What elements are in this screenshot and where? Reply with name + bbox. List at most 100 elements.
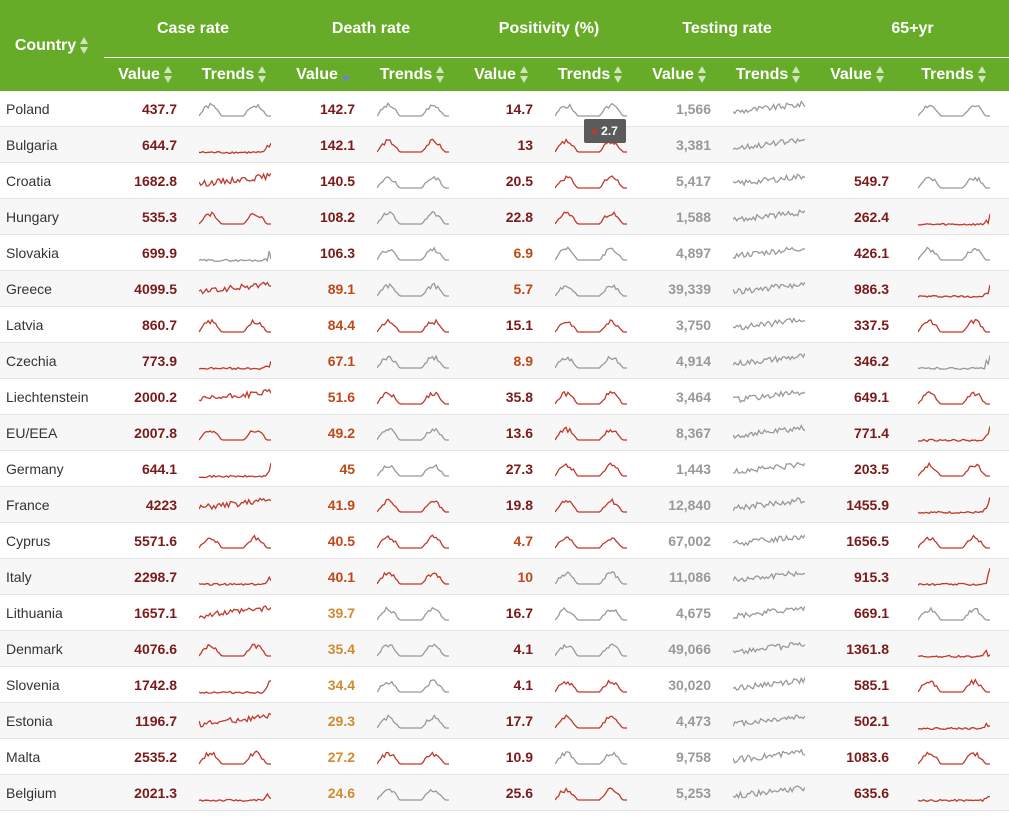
sparkline-chart[interactable] bbox=[918, 385, 991, 409]
sparkline-chart[interactable] bbox=[918, 673, 991, 697]
table-row[interactable]: Slovakia 699.9 106.3 6.9 4,897 426.1 bbox=[0, 234, 1009, 271]
case-trends-header[interactable]: Trends bbox=[187, 57, 283, 91]
sparkline-chart[interactable] bbox=[198, 421, 271, 445]
table-row[interactable]: Greece 4099.5 89.1 5.7 39,339 986.3 bbox=[0, 270, 1009, 307]
sparkline-chart[interactable] bbox=[732, 781, 805, 805]
sparkline-chart[interactable] bbox=[918, 781, 991, 805]
sparkline-chart[interactable] bbox=[732, 493, 805, 517]
sparkline-chart[interactable] bbox=[198, 745, 271, 769]
table-row[interactable]: Poland 437.7 142.7 14.7 1,566 bbox=[0, 91, 1009, 127]
sparkline-chart[interactable] bbox=[376, 781, 449, 805]
sparkline-chart[interactable] bbox=[732, 385, 805, 409]
sparkline-chart[interactable] bbox=[554, 313, 627, 337]
sparkline-chart[interactable] bbox=[918, 421, 991, 445]
sparkline-chart[interactable] bbox=[198, 97, 271, 121]
sparkline-chart[interactable] bbox=[732, 313, 805, 337]
sparkline-chart[interactable] bbox=[376, 421, 449, 445]
table-row[interactable]: Belgium 2021.3 24.6 25.6 5,253 635.6 bbox=[0, 774, 1009, 811]
sparkline-chart[interactable] bbox=[918, 97, 991, 121]
table-row[interactable]: Hungary 535.3 108.2 22.8 1,588 262.4 bbox=[0, 198, 1009, 235]
sparkline-chart[interactable] bbox=[198, 457, 271, 481]
sparkline-chart[interactable] bbox=[376, 457, 449, 481]
sparkline-chart[interactable] bbox=[918, 529, 991, 553]
sparkline-chart[interactable] bbox=[198, 313, 271, 337]
sparkline-chart[interactable] bbox=[554, 673, 627, 697]
sparkline-chart[interactable] bbox=[198, 169, 271, 193]
table-row[interactable]: Slovenia 1742.8 34.4 4.1 30,020 585.1 bbox=[0, 666, 1009, 703]
sparkline-chart[interactable] bbox=[554, 349, 627, 373]
sparkline-chart[interactable] bbox=[732, 277, 805, 301]
country-header[interactable]: Country bbox=[0, 0, 104, 91]
sparkline-chart[interactable] bbox=[198, 637, 271, 661]
sparkline-chart[interactable] bbox=[376, 565, 449, 589]
sparkline-chart[interactable] bbox=[732, 205, 805, 229]
sparkline-chart[interactable] bbox=[198, 781, 271, 805]
sparkline-chart[interactable] bbox=[376, 529, 449, 553]
sparkline-chart[interactable] bbox=[554, 529, 627, 553]
sparkline-chart[interactable] bbox=[554, 457, 627, 481]
sparkline-chart[interactable] bbox=[554, 745, 627, 769]
sparkline-chart[interactable] bbox=[376, 169, 449, 193]
case-value-header[interactable]: Value bbox=[104, 57, 187, 91]
sparkline-chart[interactable] bbox=[918, 709, 991, 733]
table-row[interactable]: Croatia 1682.8 140.5 20.5 5,417 549.7 bbox=[0, 162, 1009, 199]
sparkline-chart[interactable] bbox=[198, 133, 271, 157]
sparkline-chart[interactable] bbox=[732, 169, 805, 193]
table-row[interactable]: Denmark 4076.6 35.4 4.1 49,066 1361.8 bbox=[0, 630, 1009, 667]
sparkline-chart[interactable] bbox=[918, 565, 991, 589]
test-value-header[interactable]: Value bbox=[638, 57, 722, 91]
table-row[interactable]: Liechtenstein 2000.2 51.6 35.8 3,464 649.1 bbox=[0, 378, 1009, 415]
sparkline-chart[interactable] bbox=[554, 421, 627, 445]
sparkline-chart[interactable] bbox=[732, 745, 805, 769]
table-row[interactable]: Estonia 1196.7 29.3 17.7 4,473 502.1 bbox=[0, 702, 1009, 739]
sparkline-chart[interactable] bbox=[554, 205, 627, 229]
sparkline-chart[interactable] bbox=[918, 313, 991, 337]
pos-trends-header[interactable]: Trends bbox=[543, 57, 639, 91]
sparkline-chart[interactable] bbox=[732, 241, 805, 265]
sparkline-chart[interactable] bbox=[918, 637, 991, 661]
sparkline-chart[interactable] bbox=[732, 133, 805, 157]
sparkline-chart[interactable] bbox=[376, 493, 449, 517]
sparkline-chart[interactable] bbox=[554, 277, 627, 301]
table-row[interactable]: Cyprus 5571.6 40.5 4.7 67,002 1656.5 bbox=[0, 522, 1009, 559]
sparkline-chart[interactable] bbox=[554, 565, 627, 589]
sparkline-chart[interactable] bbox=[732, 601, 805, 625]
sparkline-chart[interactable] bbox=[554, 493, 627, 517]
sparkline-chart[interactable] bbox=[732, 529, 805, 553]
sparkline-chart[interactable] bbox=[732, 637, 805, 661]
table-row[interactable]: Germany 644.1 45 27.3 1,443 203.5 bbox=[0, 450, 1009, 487]
sparkline-chart[interactable] bbox=[376, 709, 449, 733]
sparkline-chart[interactable] bbox=[198, 529, 271, 553]
table-row[interactable]: Lithuania 1657.1 39.7 16.7 4,675 669.1 bbox=[0, 594, 1009, 631]
table-row[interactable]: Latvia 860.7 84.4 15.1 3,750 337.5 bbox=[0, 306, 1009, 343]
sparkline-chart[interactable] bbox=[918, 241, 991, 265]
sparkline-chart[interactable] bbox=[376, 745, 449, 769]
sparkline-chart[interactable] bbox=[376, 97, 449, 121]
sparkline-chart[interactable] bbox=[198, 601, 271, 625]
sparkline-chart[interactable] bbox=[198, 241, 271, 265]
death-trends-header[interactable]: Trends bbox=[365, 57, 461, 91]
test-trends-header[interactable]: Trends bbox=[721, 57, 817, 91]
sparkline-chart[interactable] bbox=[918, 169, 991, 193]
sparkline-chart[interactable] bbox=[732, 349, 805, 373]
sparkline-chart[interactable] bbox=[554, 601, 627, 625]
death-value-header[interactable]: Value bbox=[282, 57, 366, 91]
sparkline-chart[interactable] bbox=[198, 673, 271, 697]
age65-value-header[interactable]: Value bbox=[816, 57, 900, 91]
sparkline-chart[interactable] bbox=[376, 205, 449, 229]
sparkline-chart[interactable] bbox=[554, 637, 627, 661]
sparkline-chart[interactable] bbox=[376, 277, 449, 301]
table-row[interactable]: Czechia 773.9 67.1 8.9 4,914 346.2 bbox=[0, 342, 1009, 379]
table-row[interactable]: EU/EEA 2007.8 49.2 13.6 8,367 771.4 bbox=[0, 414, 1009, 451]
sparkline-chart[interactable] bbox=[918, 457, 991, 481]
sparkline-chart[interactable] bbox=[376, 349, 449, 373]
age65-trends-header[interactable]: Trends bbox=[899, 57, 1009, 91]
sparkline-chart[interactable] bbox=[376, 673, 449, 697]
sparkline-chart[interactable] bbox=[554, 241, 627, 265]
sparkline-chart[interactable] bbox=[732, 673, 805, 697]
sparkline-chart[interactable] bbox=[732, 565, 805, 589]
sparkline-chart[interactable] bbox=[732, 421, 805, 445]
sparkline-chart[interactable] bbox=[198, 493, 271, 517]
sparkline-chart[interactable] bbox=[376, 313, 449, 337]
sparkline-chart[interactable] bbox=[554, 781, 627, 805]
